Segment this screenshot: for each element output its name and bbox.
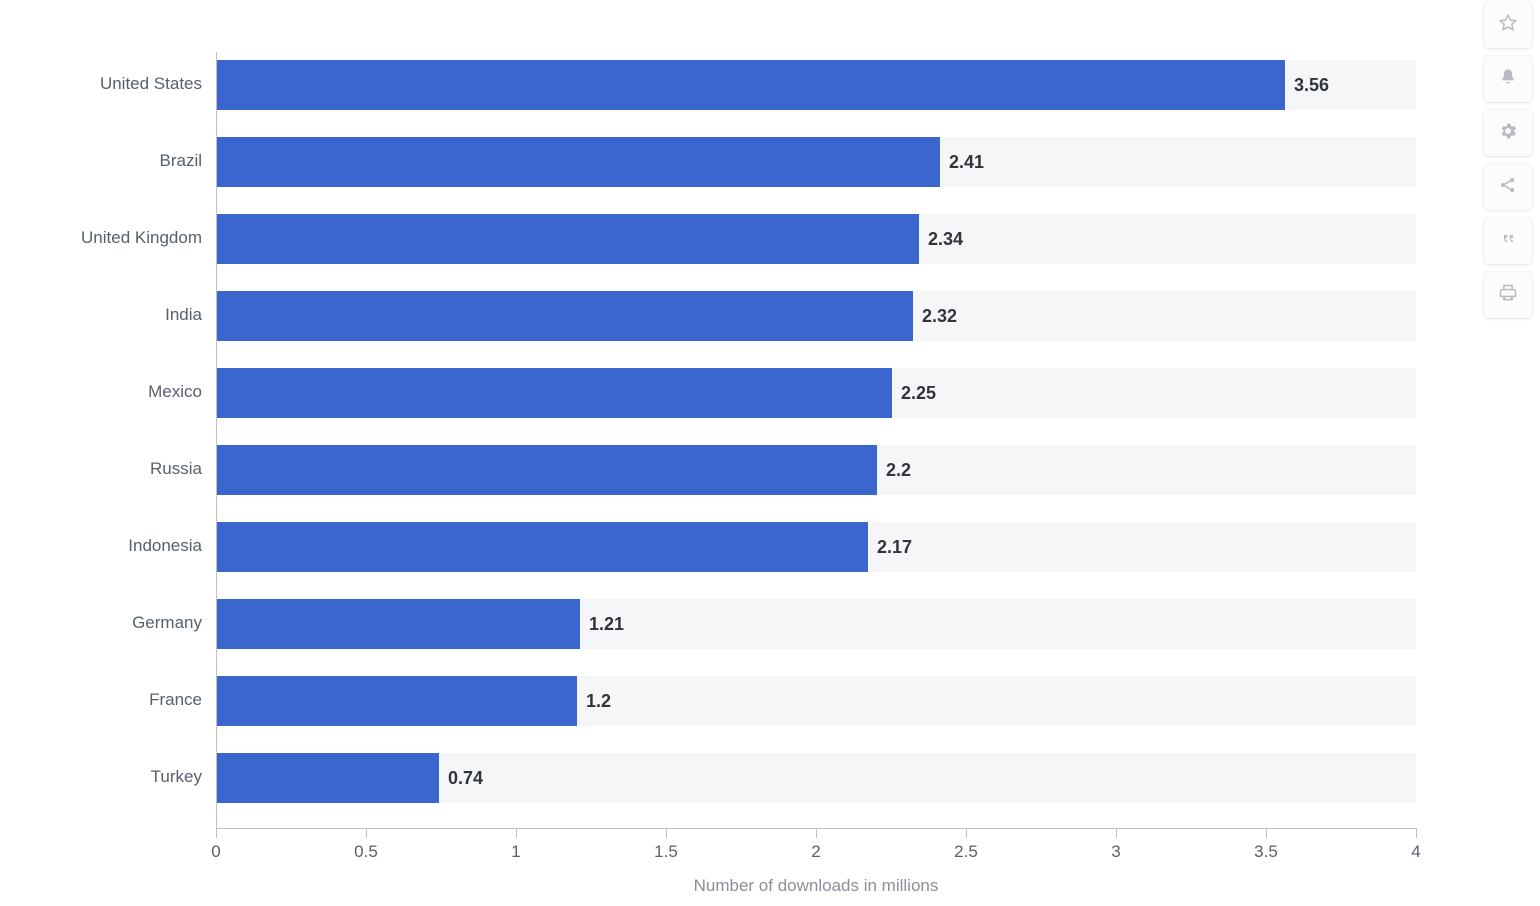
quote-icon [1498, 229, 1518, 254]
print-button[interactable] [1484, 272, 1532, 318]
value-label: 2.25 [901, 383, 936, 404]
x-tick-label: 0.5 [336, 842, 396, 862]
bar[interactable] [217, 445, 877, 495]
x-tick-label: 4 [1386, 842, 1446, 862]
bar[interactable] [217, 60, 1285, 110]
category-label: Mexico [30, 382, 202, 402]
share-icon [1498, 175, 1518, 200]
x-tick-label: 3 [1086, 842, 1146, 862]
value-label: 2.17 [877, 537, 912, 558]
x-tick [966, 828, 967, 838]
category-label: United Kingdom [30, 228, 202, 248]
value-label: 2.41 [949, 152, 984, 173]
value-label: 0.74 [448, 768, 483, 789]
x-tick [516, 828, 517, 838]
bar[interactable] [217, 599, 580, 649]
bar[interactable] [217, 522, 868, 572]
bell-icon [1498, 67, 1518, 92]
cite-button[interactable] [1484, 218, 1532, 264]
x-tick-label: 2 [786, 842, 846, 862]
category-label: Turkey [30, 767, 202, 787]
category-label: France [30, 690, 202, 710]
x-tick [1416, 828, 1417, 838]
bar[interactable] [217, 368, 892, 418]
chart-region: 00.511.522.533.54Number of downloads in … [30, 20, 1440, 886]
category-label: Brazil [30, 151, 202, 171]
value-label: 1.21 [589, 614, 624, 635]
category-label: India [30, 305, 202, 325]
notify-button[interactable] [1484, 56, 1532, 102]
category-label: United States [30, 74, 202, 94]
bar[interactable] [217, 214, 919, 264]
x-tick [216, 828, 217, 838]
favorite-button[interactable] [1484, 2, 1532, 48]
value-label: 2.2 [886, 460, 911, 481]
settings-button[interactable] [1484, 110, 1532, 156]
action-toolbar [1484, 0, 1540, 318]
x-tick [1266, 828, 1267, 838]
x-tick-label: 0 [186, 842, 246, 862]
value-label: 2.32 [922, 306, 957, 327]
x-tick-label: 2.5 [936, 842, 996, 862]
x-axis-title: Number of downloads in millions [216, 876, 1416, 896]
page-root: 0 0.5 1 1.5 2 2.5 3 3.5 4 Number of downloads in … [0, 0, 1540, 906]
category-label: Indonesia [30, 536, 202, 556]
category-label: Germany [30, 613, 202, 633]
x-tick [1116, 828, 1117, 838]
bar[interactable] [217, 137, 940, 187]
x-tick-label: 3.5 [1236, 842, 1296, 862]
star-icon [1498, 13, 1518, 38]
x-tick [366, 828, 367, 838]
x-tick [666, 828, 667, 838]
value-label: 2.34 [928, 229, 963, 250]
print-icon [1498, 283, 1518, 308]
bar[interactable] [217, 753, 439, 803]
bar[interactable] [217, 291, 913, 341]
bar[interactable] [217, 676, 577, 726]
x-tick-label: 1.5 [636, 842, 696, 862]
gear-icon [1498, 121, 1518, 146]
x-tick [816, 828, 817, 838]
x-tick-label: 1 [486, 842, 546, 862]
value-label: 1.2 [586, 691, 611, 712]
share-button[interactable] [1484, 164, 1532, 210]
category-label: Russia [30, 459, 202, 479]
value-label: 3.56 [1294, 75, 1329, 96]
